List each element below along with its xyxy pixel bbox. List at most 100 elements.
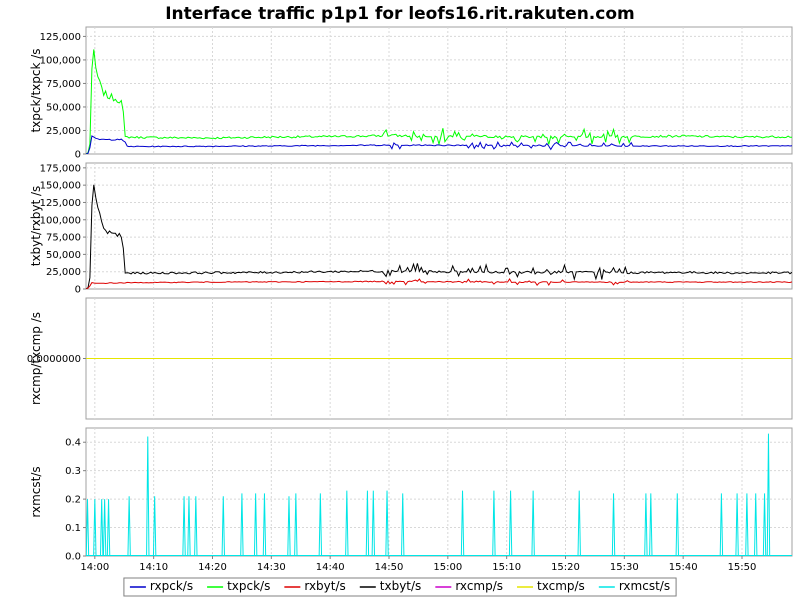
x-tick-label: 15:00 (433, 562, 462, 573)
y-tick-label: 50,000 (46, 250, 81, 261)
rxmcst-s-spike (401, 493, 405, 556)
y-axis-label: rxmcst/s (29, 466, 43, 517)
y-tick-label: 125,000 (40, 198, 81, 209)
x-tick-label: 14:50 (375, 562, 404, 573)
rxmcst-s-spike (187, 496, 191, 556)
x-tick-label: 15:30 (610, 562, 639, 573)
y-tick-label: 0.4 (65, 438, 81, 449)
rxmcst-s-spike (460, 490, 465, 556)
x-tick-label: 14:00 (80, 562, 109, 573)
legend-label: rxcmp/s (455, 579, 503, 593)
rxmcst-s-spike (754, 493, 758, 556)
rxmcst-s-spike (735, 493, 739, 556)
y-axis-label: txpck/txpck /s (29, 48, 43, 132)
rxmcst-s-spike (194, 496, 198, 556)
rxmcst-s-spike (253, 493, 258, 556)
rxmcst-s-spike (182, 496, 186, 556)
txbyt-s-line (86, 184, 792, 289)
legend-label: txpck/s (227, 579, 270, 593)
rxmcst-s-spike (675, 493, 679, 556)
series-group (86, 49, 792, 154)
legend-box (123, 577, 677, 597)
x-tick-label: 15:10 (492, 562, 521, 573)
rxmcst-s-spike (86, 499, 90, 556)
rxmcst-s-spike (611, 493, 616, 556)
rxmcst-s-spike (766, 433, 771, 556)
rxmcst-s-spike (371, 490, 376, 556)
panel-1: 0 25,000 50,000 75,000 100,000 125,000 txpck/t… (29, 26, 793, 161)
rxmcst-s-spike (294, 493, 298, 556)
y-tick-label: 125,000 (40, 32, 81, 43)
y-tick-label: 0.3 (65, 466, 81, 477)
legend-label: txbyt/s (380, 579, 422, 593)
plot-area (85, 427, 793, 557)
y-tick-label: 25,000 (46, 126, 81, 137)
chart-title: Interface traffic p1p1 for leofs16.rit.r… (165, 4, 635, 24)
legend-label: rxpck/s (150, 579, 193, 593)
y-tick-label: 150,000 (40, 181, 81, 192)
x-tick-label: 15:40 (669, 562, 698, 573)
rxmcst-s-spike (385, 490, 389, 556)
x-tick-label: 14:10 (139, 562, 168, 573)
x-tick-label: 14:20 (198, 562, 227, 573)
x-tick-label: 14:40 (316, 562, 345, 573)
panel-2: 0 25,000 50,000 75,000 100,000 125,000 150,000… (29, 162, 793, 296)
series-group (86, 184, 792, 289)
rxmcst-s-spike (508, 490, 513, 556)
chart-legend: rxpck/s txpck/s rxbyt/s txbyt/s rxcmp/s txcmp… (123, 577, 677, 597)
y-tick-label: 0 (75, 285, 81, 296)
y-tick-label: 100,000 (40, 215, 81, 226)
panel-4: 0.0 0.1 0.2 0.3 0.4 rxmcst/s 14:00 14:10 14:20 14… (29, 427, 793, 573)
rxmcst-s-spike (127, 496, 131, 556)
plot-area (85, 26, 793, 155)
y-tick-label: 50,000 (46, 102, 81, 113)
rxmcst-s-spike (102, 499, 107, 556)
y-tick-label: 75,000 (46, 79, 81, 90)
legend-label: rxmcst/s (619, 579, 670, 593)
y-tick-label: 25,000 (46, 267, 81, 278)
plot-area (85, 162, 793, 290)
y-tick-label: 0.2 (65, 495, 81, 506)
rxmcst-s-spike (318, 493, 323, 556)
rxmcst-s-spike (644, 493, 648, 556)
rxmcst-s-spike (531, 490, 535, 556)
y-tick-label: 0.0000000 (27, 354, 81, 365)
y-tick-label: 75,000 (46, 233, 81, 244)
y-tick-label: 0.1 (65, 523, 81, 534)
rxmcst-s-spike (492, 490, 496, 556)
rxmcst-s-spike (106, 499, 111, 556)
rxpck-s-line (86, 135, 792, 154)
y-axis-label: rxcmp/txcmp /s (29, 312, 43, 405)
y-tick-label: 100,000 (40, 55, 81, 66)
rxmcst-s-spike (577, 490, 581, 556)
rxbyt-s-line (86, 278, 792, 289)
rxmcst-s-spike (240, 493, 244, 556)
rxmcst-s-spike (345, 490, 349, 556)
chart-panels: 0 25,000 50,000 75,000 100,000 125,000 txpck/t… (27, 26, 793, 573)
y-tick-label: 175,000 (40, 163, 81, 174)
x-tick-label: 15:20 (551, 562, 580, 573)
x-tick-label: 15:50 (728, 562, 757, 573)
rxmcst-s-spike (649, 493, 653, 556)
rxmcst-s-spike (287, 496, 291, 556)
y-axis-label: txbyt/rxbyt /s (29, 186, 43, 267)
y-tick-label: 0 (75, 150, 81, 161)
rxmcst-s-spike (152, 496, 157, 556)
rxmcst-s-spike (146, 436, 150, 556)
x-tick-label: 14:30 (257, 562, 286, 573)
rxmcst-s-spike (221, 496, 225, 556)
rxmcst-s-spike (719, 493, 724, 556)
rxmcst-s-spike (762, 493, 767, 556)
y-tick-label: 0.0 (65, 552, 81, 563)
rxmcst-s-spike (99, 499, 104, 556)
legend-label: txcmp/s (537, 579, 585, 593)
rxmcst-s-spike (365, 490, 370, 556)
legend-label: rxbyt/s (304, 579, 345, 593)
rxmcst-s-spike (745, 493, 749, 556)
rxmcst-s-spike (262, 493, 267, 556)
series-group (86, 433, 792, 556)
rxmcst-s-spike (93, 499, 97, 556)
txpck-s-line (86, 49, 792, 154)
